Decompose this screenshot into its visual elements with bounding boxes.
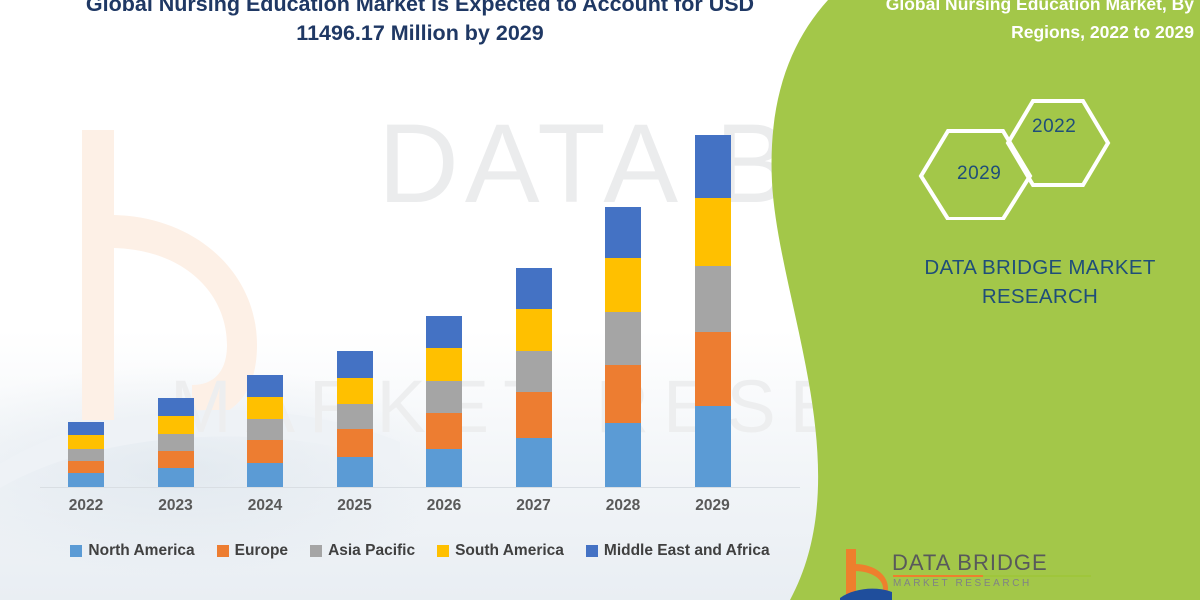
bar-segment[interactable] [605, 257, 641, 313]
legend-item[interactable]: South America [437, 542, 564, 560]
bar-segment[interactable] [247, 463, 283, 487]
legend-item[interactable]: Middle East and Africa [585, 542, 770, 560]
bar-segment[interactable] [426, 380, 462, 414]
bar-segment[interactable] [68, 460, 104, 474]
bar-2022[interactable] [68, 421, 104, 487]
bar-segment[interactable] [157, 433, 194, 451]
bar-segment[interactable] [426, 413, 462, 449]
legend-swatch-icon [216, 545, 229, 557]
bar-segment[interactable] [426, 448, 462, 487]
panel-title: Global Nursing Education Market, By Regi… [885, 0, 1194, 42]
hex-label-2029: 2029 [957, 163, 1002, 184]
page-title: Global Nursing Education Market is Expec… [85, 0, 755, 45]
legend-item[interactable]: North America [70, 542, 195, 560]
bar-segment[interactable] [694, 265, 731, 332]
legend-label: Europe [234, 542, 289, 559]
logo-name: DATA BRIDGE [892, 550, 1048, 575]
x-axis-label: 2027 [516, 497, 551, 514]
x-axis-label: 2025 [337, 497, 372, 514]
bar-segment[interactable] [694, 331, 731, 407]
legend-label: Middle East and Africa [603, 542, 770, 559]
bar-segment[interactable] [515, 268, 552, 309]
hexagon-badges: 2029 2022 [915, 95, 1125, 221]
bar-2024[interactable] [247, 375, 283, 487]
bar-2027[interactable] [515, 268, 552, 487]
hex-label-2022: 2022 [1032, 116, 1077, 137]
bar-segment[interactable] [694, 406, 731, 487]
legend-swatch-icon [70, 545, 83, 557]
bar-segment[interactable] [247, 419, 283, 441]
chart-legend: North America Europe Asia Pacific South Ame… [40, 538, 800, 564]
bar-segment[interactable] [515, 392, 552, 438]
bar-segment[interactable] [336, 377, 373, 404]
legend-swatch-icon [437, 545, 450, 557]
logo-rule-orange [893, 575, 983, 577]
bar-2028[interactable] [605, 207, 641, 487]
hexagon-shapes-icon [918, 99, 1111, 221]
bar-2029[interactable] [694, 135, 731, 487]
bar-2026[interactable] [426, 315, 462, 487]
bar-2023[interactable] [157, 397, 194, 487]
bar-segment[interactable] [694, 197, 731, 266]
bar-segment[interactable] [157, 450, 194, 469]
x-axis-label: 2024 [247, 497, 283, 514]
bar-segment[interactable] [157, 397, 194, 416]
legend-swatch-icon [585, 545, 598, 557]
panel-brand-text: DATA BRIDGE MARKET RESEARCH [924, 256, 1156, 308]
bar-segment[interactable] [247, 397, 283, 420]
bar-segment[interactable] [336, 429, 373, 458]
x-axis-label: 2029 [695, 497, 730, 514]
x-axis-label: 2023 [158, 497, 193, 514]
bar-segment[interactable] [515, 437, 552, 487]
bar-segment[interactable] [157, 468, 194, 487]
bar-segment[interactable] [605, 364, 641, 424]
chart-baseline [40, 487, 800, 488]
bar-segment[interactable] [157, 415, 194, 434]
bar-segment[interactable] [336, 457, 373, 487]
bar-2025[interactable] [336, 351, 373, 487]
x-axis-labels: 2022 2023 2024 2025 2026 2027 2028 2029 [0, 497, 810, 523]
bar-segment[interactable] [247, 375, 283, 398]
legend-label: Asia Pacific [328, 542, 416, 559]
bar-segment[interactable] [515, 308, 552, 352]
bar-segment[interactable] [68, 448, 104, 461]
legend-item[interactable]: Asia Pacific [310, 542, 415, 560]
x-axis-label: 2028 [605, 497, 641, 514]
legend-item[interactable]: Europe [216, 542, 289, 560]
legend-swatch-icon [310, 545, 323, 557]
x-axis-label: 2022 [68, 497, 104, 514]
bar-segment[interactable] [247, 440, 283, 464]
logo-tagline: MARKET RESEARCH [893, 578, 1032, 589]
bar-segment[interactable] [605, 423, 641, 487]
stacked-bar-chart: 2022 2023 2024 2025 2026 2027 2028 2029 [0, 135, 810, 523]
bar-segment[interactable] [605, 312, 641, 365]
bar-segment[interactable] [68, 435, 104, 449]
legend-label: South America [455, 542, 564, 559]
bar-segment[interactable] [694, 135, 731, 198]
company-logo: DATA BRIDGE MARKET RESEARCH [840, 548, 1100, 600]
bar-segment[interactable] [68, 421, 104, 436]
bar-segment[interactable] [426, 347, 462, 381]
bar-segment[interactable] [515, 351, 552, 392]
bar-segment[interactable] [426, 315, 462, 348]
logo-rule-green [983, 575, 1091, 577]
bar-segment[interactable] [336, 351, 373, 378]
logo-mark-icon [840, 549, 892, 600]
bar-segment[interactable] [605, 207, 641, 258]
x-axis-label: 2026 [426, 497, 462, 514]
bar-segment[interactable] [336, 403, 373, 430]
legend-label: North America [88, 542, 195, 559]
bar-segment[interactable] [68, 473, 104, 487]
